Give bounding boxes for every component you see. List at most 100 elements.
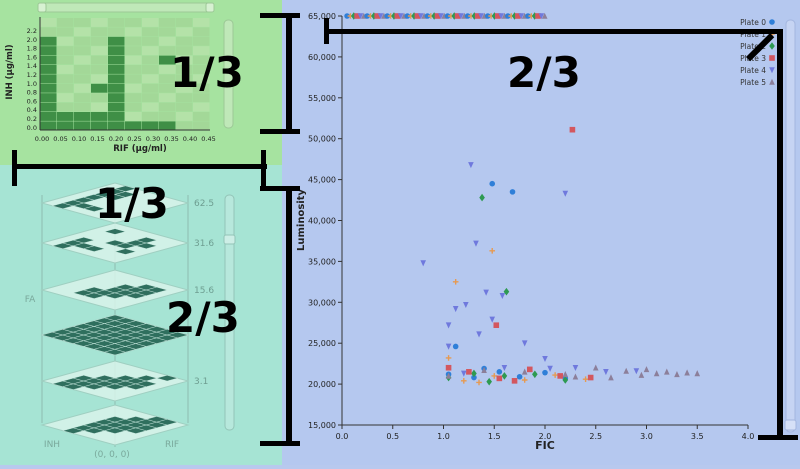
heatmap-cell [125, 65, 142, 74]
stack-divider-bottom-cap [260, 441, 300, 446]
scatter-point [498, 13, 504, 20]
heatmap-y-tick: 2.0 [27, 36, 37, 44]
scatter-point [452, 279, 459, 285]
heatmap-cell [159, 55, 176, 65]
scatter-point [501, 364, 508, 372]
heatmap-cell [176, 83, 193, 93]
heatmap-panel: 0.00 0.05 0.10 0.15 0.20 0.25 0.30 0.35 0.40 0.45… [0, 0, 282, 165]
heatmap-cells [40, 18, 210, 131]
heatmap-y-tick: 0.2 [27, 115, 37, 123]
scatter-point [464, 13, 471, 19]
scatter-point [643, 366, 650, 373]
heatmap-cell [57, 27, 74, 37]
scatter-legend-marker [769, 55, 775, 61]
scatter-point [547, 365, 553, 372]
stack-panel: 62.5 31.6 15.6 3.1 FA INH RIF (0, 0, 0) [0, 165, 282, 465]
scatter-point [535, 13, 541, 19]
scatter-y-tick-label: 60,000 [308, 53, 336, 62]
heatmap-cell [142, 93, 159, 103]
scatter-point [496, 369, 503, 375]
heatmap-cell [142, 36, 159, 46]
heatmap-cell [193, 112, 210, 121]
scatter-point [404, 13, 411, 19]
scatter-point [503, 287, 510, 296]
scatter-point [444, 13, 451, 19]
heatmap-y-tick: 1.6 [27, 53, 37, 61]
scatter-point [354, 13, 360, 19]
heatmap-cell [125, 74, 142, 84]
heatmap-y-tick: 1.4 [27, 62, 37, 70]
heatmap-cell [108, 83, 125, 93]
scatter-point [424, 13, 431, 19]
scatter-legend-marker [769, 19, 775, 25]
heatmap-cell [193, 102, 210, 112]
scatter-x-label: FIC [535, 439, 555, 452]
scatter-right-scrollbar[interactable] [785, 19, 796, 433]
scatter-point [461, 370, 467, 377]
stack-layer-cell [135, 380, 158, 387]
scatter-point [499, 292, 506, 300]
fraction-label-scatter: 2/3 [507, 48, 581, 97]
heatmap-top-slider-right-handle[interactable] [205, 2, 215, 13]
stack-right-slider-handle[interactable] [223, 234, 236, 245]
scatter-point [515, 13, 521, 19]
heatmap-cell [40, 112, 57, 121]
heatmap-cell [142, 55, 159, 65]
heatmap-cell [193, 74, 210, 84]
horizontal-divider-right-cap [261, 150, 266, 186]
heatmap-x-tick: 0.05 [53, 135, 67, 143]
heatmap-cell [57, 102, 74, 112]
scatter-legend-marker [769, 42, 775, 50]
heatmap-cell [74, 65, 91, 74]
scatter-point [505, 13, 511, 19]
scatter-point [542, 369, 548, 376]
scatter-legend-label: Plate 2 [740, 42, 766, 51]
stack-right-slider[interactable] [224, 194, 235, 431]
heatmap-cell [40, 83, 57, 93]
scatter-y-tick-label: 30,000 [308, 298, 336, 307]
scatter-legend-label: Plate 0 [740, 18, 766, 27]
scatter-legend-label: Plate 3 [740, 54, 766, 63]
heatmap-top-slider[interactable] [37, 2, 215, 13]
stack-layers: 62.5 31.6 15.6 3.1 [40, 182, 214, 446]
scatter-point [562, 190, 569, 197]
scatter-point [445, 355, 452, 361]
heatmap-cell [91, 18, 108, 27]
heatmap-y-tick: 1.8 [27, 45, 37, 53]
scatter-y-tick-label: 15,000 [308, 421, 336, 430]
heatmap-right-slider[interactable] [223, 19, 234, 129]
scatter-point [466, 369, 472, 375]
heatmap-cell [159, 36, 176, 46]
heatmap-cell [91, 121, 108, 131]
heatmap-cell [142, 112, 159, 121]
stack-layer-cell [82, 205, 106, 212]
scatter-point [476, 331, 482, 338]
scatter-x-tick-label: 2.5 [589, 432, 602, 441]
heatmap-cell [176, 74, 193, 84]
heatmap-x-tick: 0.10 [72, 135, 86, 143]
heatmap-cell [142, 18, 159, 27]
scatter-point [684, 369, 690, 376]
scatter-point [572, 373, 579, 380]
heatmap-top-slider-left-handle[interactable] [37, 2, 47, 13]
heatmap-cell [40, 27, 57, 37]
heatmap-cell [108, 121, 125, 131]
stack-origin-label: (0, 0, 0) [94, 450, 130, 460]
stack-layer-cell [114, 185, 137, 192]
scatter-legend-marker [769, 67, 775, 74]
heatmap-cell [159, 121, 176, 131]
heatmap-cell [108, 55, 125, 65]
heatmap-cell [142, 83, 159, 93]
heatmap-cell [193, 121, 210, 131]
heatmap-cell [91, 27, 108, 37]
scatter-point [623, 367, 629, 374]
scatter-point [552, 372, 558, 378]
scatter-x-tick-label: 1.0 [437, 432, 450, 441]
scatter-point [557, 373, 564, 379]
scatter-y-tick-label: 50,000 [308, 135, 336, 144]
heatmap-cell [125, 102, 142, 112]
scatter-point [521, 377, 528, 383]
scatter-scroll-handle[interactable] [784, 419, 797, 431]
scatter-legend-label: Plate 4 [740, 66, 766, 75]
heatmap-cell [176, 55, 193, 65]
